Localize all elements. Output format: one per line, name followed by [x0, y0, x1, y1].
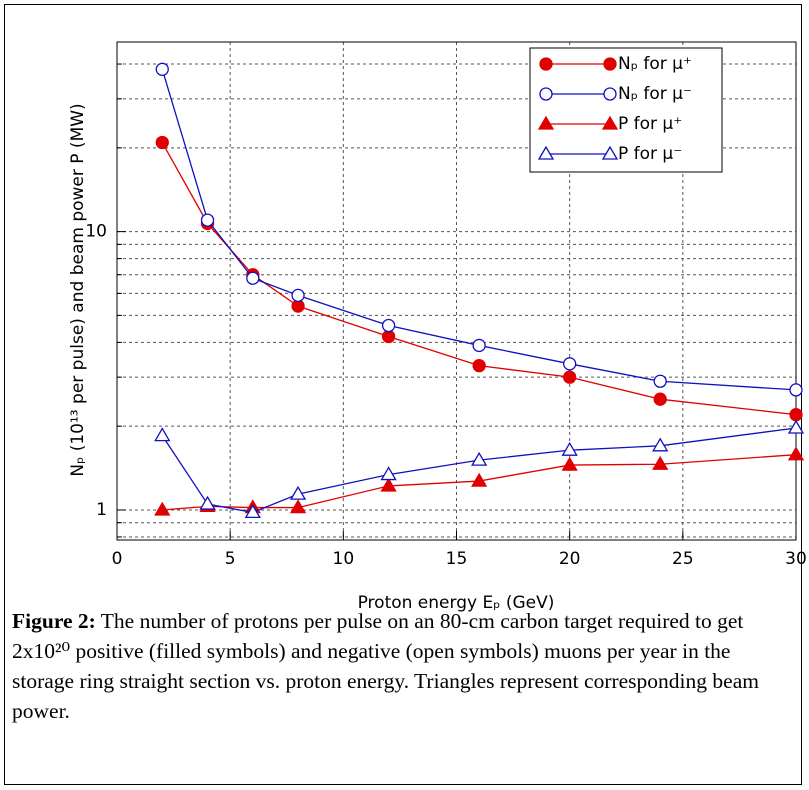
- caption-text: The number of protons per pulse on an 80…: [12, 609, 759, 723]
- x-tick-label: 0: [112, 549, 123, 569]
- marker: [291, 288, 305, 303]
- marker: [561, 456, 578, 471]
- caption: Figure 2: The number of protons per puls…: [12, 606, 772, 726]
- marker: [472, 338, 486, 353]
- x-tick-label: 5: [225, 549, 236, 569]
- marker: [380, 477, 397, 492]
- marker: [561, 441, 578, 456]
- marker: [652, 455, 669, 470]
- marker: [563, 370, 577, 384]
- marker: [155, 135, 169, 150]
- series-line: [161, 427, 797, 514]
- marker: [789, 408, 803, 422]
- marker: [381, 329, 396, 344]
- legend-label: Nₚ for μ⁺: [618, 54, 692, 74]
- marker: [155, 62, 169, 76]
- legend-label: P for μ⁺: [618, 114, 682, 134]
- legend-marker: [601, 145, 619, 160]
- legend-box: [529, 47, 723, 173]
- marker: [289, 499, 307, 514]
- legend-label: P for μ⁻: [618, 144, 682, 164]
- marker: [154, 501, 171, 516]
- legend-marker: [603, 57, 617, 71]
- marker: [244, 504, 261, 519]
- marker: [380, 466, 397, 481]
- legend-marker: [537, 145, 555, 160]
- x-tick-label: 15: [446, 549, 468, 569]
- marker: [653, 392, 667, 406]
- marker: [200, 213, 215, 227]
- marker: [471, 472, 488, 487]
- x-tick-label: 20: [559, 549, 581, 569]
- legend-marker: [537, 115, 555, 130]
- x-tick-label: 10: [333, 549, 355, 569]
- marker: [787, 446, 805, 461]
- legend-marker: [603, 87, 617, 101]
- marker: [246, 271, 260, 285]
- y-tick-label: 10: [85, 222, 107, 242]
- marker: [289, 485, 307, 500]
- x-axis-label: Proton energy Eₚ (GeV): [358, 593, 555, 613]
- caption-label: Figure 2:: [12, 609, 96, 633]
- x-tick-label: 30: [785, 549, 807, 569]
- marker: [652, 437, 669, 452]
- marker: [787, 419, 805, 434]
- legend-marker: [539, 87, 553, 101]
- marker: [199, 495, 216, 510]
- legend-marker: [539, 57, 553, 71]
- legend-marker: [601, 115, 619, 130]
- legend-label: Nₚ for μ⁻: [618, 84, 692, 104]
- marker: [471, 451, 488, 466]
- marker: [563, 357, 577, 371]
- marker: [789, 383, 803, 397]
- y-axis-label: Nₚ (10¹³ per pulse) and beam power P (MW…: [68, 103, 88, 476]
- figure-frame: [4, 4, 802, 785]
- plot-frame: [116, 41, 797, 541]
- y-tick-label: 1: [96, 500, 107, 520]
- marker: [472, 358, 486, 373]
- x-tick-label: 25: [672, 549, 694, 569]
- marker: [653, 374, 667, 388]
- marker: [154, 427, 171, 442]
- marker: [381, 318, 396, 333]
